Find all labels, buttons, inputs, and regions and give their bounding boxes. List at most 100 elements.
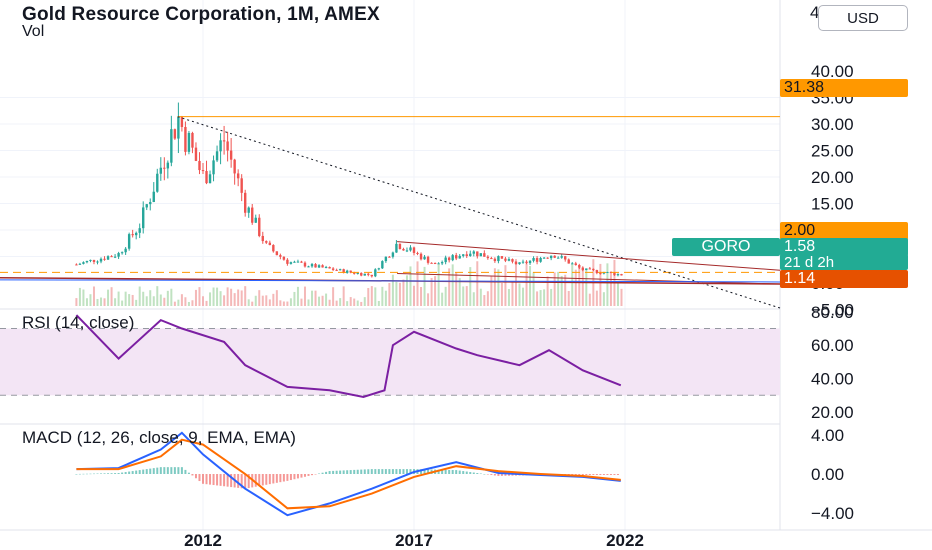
volume-bar — [311, 290, 314, 306]
volume-bar — [100, 297, 103, 306]
candle-body — [142, 207, 145, 229]
volume-bar — [219, 291, 222, 306]
macd-histogram-bar — [152, 468, 155, 474]
macd-histogram-bar — [346, 470, 349, 474]
macd-histogram-bar — [486, 474, 489, 475]
candle-body — [335, 269, 338, 271]
volume-bar — [497, 269, 500, 306]
volume-bar — [121, 300, 124, 306]
volume-bar — [251, 301, 254, 306]
rsi-tick-label: 60.00 — [811, 336, 854, 355]
candle-body — [574, 263, 577, 266]
volume-bar — [173, 301, 176, 306]
price-candles — [75, 102, 623, 278]
volume-bar — [441, 292, 444, 306]
volume-bar — [339, 298, 342, 306]
macd-histogram-bar — [381, 469, 384, 474]
volume-bar — [156, 286, 159, 306]
macd-histogram-bar — [332, 470, 335, 474]
candle-body — [159, 167, 162, 174]
candle-body — [363, 273, 366, 276]
volume-bar — [282, 301, 285, 306]
volume-bar — [335, 300, 338, 306]
volume-bar — [493, 268, 496, 306]
macd-histogram-bar — [437, 469, 440, 474]
candle-body — [514, 261, 518, 265]
candle-body — [173, 129, 177, 139]
candle-body — [560, 256, 563, 258]
macd-tick-label: 0.00 — [811, 465, 844, 484]
candle-body — [201, 170, 205, 172]
volume-bar — [532, 272, 535, 306]
macd-histogram-bar — [307, 474, 310, 476]
price-tick-label: 15.00 — [811, 195, 854, 214]
candle-body — [581, 267, 584, 271]
candle-body — [89, 259, 92, 261]
blue-support-line — [0, 279, 781, 283]
volume-bar — [609, 271, 612, 306]
candle-body — [511, 259, 514, 262]
volume-bar — [500, 282, 503, 306]
macd-histogram-bar — [107, 473, 110, 474]
candle-body — [532, 258, 535, 261]
macd-histogram-bar — [92, 473, 95, 475]
candle-body — [145, 204, 148, 208]
macd-histogram-bar — [360, 469, 363, 474]
currency-button[interactable]: USD — [818, 5, 908, 31]
candle-body — [191, 132, 194, 148]
candle-body — [546, 257, 549, 259]
macd-histogram-bar — [258, 474, 261, 487]
candle-body — [345, 270, 349, 273]
candle-body — [398, 243, 402, 249]
volume-bar — [166, 290, 169, 306]
volume-bar — [377, 300, 380, 306]
macd-histogram-bar — [367, 469, 370, 474]
volume-bar — [349, 297, 352, 306]
volume-bar — [332, 287, 335, 306]
candle-body — [370, 274, 373, 277]
macd-histogram-bar — [135, 470, 138, 474]
candle-body — [184, 126, 187, 152]
macd-histogram-bar — [420, 469, 423, 474]
macd-histogram-bar — [504, 474, 507, 476]
candle-body — [156, 173, 159, 192]
volume-bar — [296, 286, 299, 306]
candle-body — [310, 264, 314, 267]
volume-bars — [75, 259, 623, 306]
volume-bar — [223, 295, 226, 306]
macd-histogram-bar — [209, 474, 212, 485]
macd-tick-label: −4.00 — [811, 504, 854, 523]
volume-bar — [437, 264, 440, 306]
macd-histogram-bar — [223, 474, 226, 487]
volume-bar — [194, 289, 197, 306]
time-axis[interactable]: 2012 2017 2022 — [0, 529, 932, 550]
volume-bar — [138, 286, 141, 306]
candle-body — [321, 265, 324, 268]
trend-lines — [0, 116, 781, 309]
macd-histogram-bar — [191, 474, 194, 476]
candle-body — [127, 234, 131, 249]
candle-body — [483, 253, 486, 257]
macd-histogram-bar — [244, 474, 247, 489]
candle-body — [423, 256, 426, 260]
macd-line — [76, 431, 621, 517]
volume-bar — [616, 281, 619, 306]
volume-bar — [430, 277, 433, 306]
volume-bar — [479, 288, 482, 306]
volume-bar — [469, 267, 472, 306]
volume-bar — [152, 296, 155, 306]
macd-histogram-bar — [82, 473, 85, 475]
macd-histogram-bar — [448, 469, 451, 474]
macd-histogram-bar — [574, 474, 577, 475]
macd-histogram-bar — [328, 471, 331, 474]
candle-body — [447, 257, 451, 261]
candle-body — [251, 207, 254, 223]
macd-histogram-bar — [377, 469, 380, 474]
candle-body — [328, 267, 331, 269]
macd-histogram-bar — [166, 467, 169, 474]
macd-histogram-bar — [374, 469, 377, 474]
macd-histogram-bar — [128, 471, 131, 474]
candle-body — [272, 245, 275, 252]
candle-body — [479, 253, 483, 257]
macd-histogram-bar — [187, 472, 190, 474]
